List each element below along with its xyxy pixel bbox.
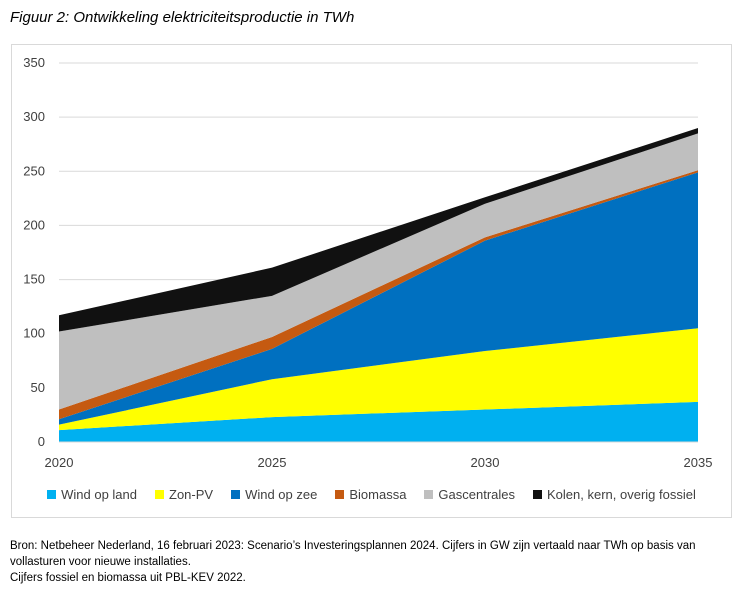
y-tick-label: 250 (23, 163, 45, 178)
source-note: Bron: Netbeheer Nederland, 16 februari 2… (10, 538, 745, 586)
x-tick-label: 2025 (258, 455, 287, 470)
y-tick-label: 150 (23, 272, 45, 287)
legend-item: Wind op zee (231, 487, 317, 502)
y-tick-label: 0 (38, 434, 45, 449)
legend-item: Kolen, kern, overig fossiel (533, 487, 696, 502)
x-tick-label: 2035 (684, 455, 713, 470)
legend-label: Wind op land (61, 487, 137, 502)
legend-label: Zon-PV (169, 487, 214, 502)
legend-swatch (424, 490, 434, 499)
area-wind-op-zee (59, 172, 698, 425)
area-kolen-kern-overig-fossiel (59, 127, 698, 332)
area-gascentrales (59, 133, 698, 410)
legend-label: Biomassa (349, 487, 407, 502)
y-tick-label: 50 (31, 380, 45, 395)
legend-label: Wind op zee (245, 487, 318, 502)
legend-item: Biomassa (335, 487, 406, 502)
source-line-2: Cijfers fossiel en biomassa uit PBL-KEV … (10, 572, 246, 584)
legend-item: Zon-PV (155, 487, 213, 502)
legend-label: Kolen, kern, overig fossiel (547, 487, 696, 502)
legend-swatch (47, 490, 57, 499)
legend-swatch (533, 490, 543, 499)
legend-item: Wind op land (47, 487, 137, 502)
chart-legend: Wind op land Zon-PV Wind op zee Biomassa Gas… (11, 487, 732, 502)
y-tick-label: 200 (23, 217, 45, 232)
area-wind-op-land (59, 401, 698, 442)
legend-item: Gascentrales (424, 487, 515, 502)
legend-swatch (335, 490, 345, 499)
legend-swatch (231, 490, 241, 499)
legend-swatch (155, 490, 164, 499)
x-tick-label: 2030 (471, 455, 500, 470)
x-tick-label: 2020 (45, 455, 74, 470)
y-tick-label: 350 (23, 55, 45, 70)
area-biomassa (59, 170, 698, 420)
legend-label: Gascentrales (438, 487, 516, 502)
area-zon-pv (59, 328, 698, 431)
source-line-1: Bron: Netbeheer Nederland, 16 februari 2… (10, 540, 696, 568)
y-tick-label: 100 (23, 326, 45, 341)
figure-title: Figuur 2: Ontwikkeling elektriciteitspro… (10, 9, 355, 26)
y-tick-label: 300 (23, 109, 45, 124)
